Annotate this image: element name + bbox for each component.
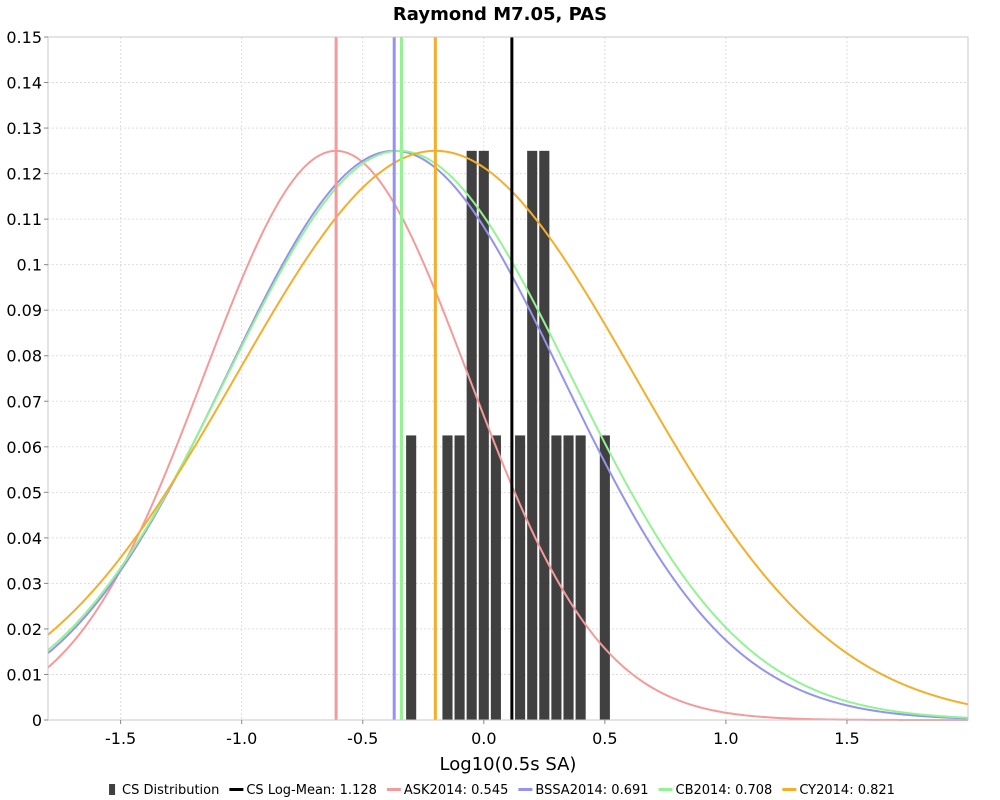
histogram-bar: [478, 150, 489, 721]
histogram-bar: [515, 435, 526, 720]
x-tick-label: 0.5: [592, 729, 617, 748]
histogram-bar: [490, 435, 501, 720]
histogram-bar: [575, 435, 586, 720]
y-tick-label: 0.02: [6, 620, 42, 639]
legend-item-ask2014: ASK2014: 0.545: [386, 783, 508, 798]
legend-label: ASK2014: 0.545: [404, 783, 508, 798]
y-tick-label: 0: [32, 711, 42, 730]
legend-item-cb2014: CB2014: 0.708: [658, 783, 773, 798]
legend: CS Distribution CS Log-Mean: 1.128 ASK2014…: [109, 783, 895, 798]
histogram-bar: [466, 150, 477, 721]
y-tick-label: 0.05: [6, 483, 42, 502]
y-tick-label: 0.14: [6, 74, 42, 93]
plot-area: [48, 37, 968, 720]
y-tick-label: 0.06: [6, 438, 42, 457]
y-tick-label: 0.07: [6, 392, 42, 411]
x-tick-label: -1.5: [105, 729, 136, 748]
ask2014-curve: [47, 149, 968, 721]
histogram-bar: [406, 435, 417, 720]
histogram-bar: [539, 150, 550, 721]
x-tick-label: 0.0: [471, 729, 496, 748]
y-tick-label: 0.12: [6, 165, 42, 184]
y-tick-label: 0.11: [6, 210, 42, 229]
legend-item-cs-distribution: CS Distribution: [109, 783, 219, 798]
legend-item-cs-log-mean: CS Log-Mean: 1.128: [229, 783, 377, 798]
legend-label: CS Distribution: [122, 783, 219, 798]
x-tick-label: 1.0: [713, 729, 738, 748]
legend-label: CB2014: 0.708: [676, 783, 773, 798]
y-tick-label: 0.15: [6, 28, 42, 47]
histogram-bar: [563, 435, 574, 720]
x-tick-label: -0.5: [347, 729, 378, 748]
histogram-bar: [599, 435, 610, 720]
y-tick-label: 0.08: [6, 347, 42, 366]
vertical-lines: [334, 37, 514, 720]
chart-title: Raymond M7.05, PAS: [393, 4, 607, 25]
x-axis-label: Log10(0.5s SA): [440, 754, 577, 775]
histogram-bar: [454, 435, 465, 720]
plot-border: [47, 36, 969, 721]
legend-swatch: [109, 784, 116, 795]
y-tick-label: 0.1: [17, 256, 42, 275]
x-tick-label: -1.0: [226, 729, 257, 748]
legend-item-bssa2014: BSSA2014: 0.691: [518, 783, 649, 798]
legend-item-cy2014: CY2014: 0.821: [782, 783, 895, 798]
cb2014-curve: [47, 149, 969, 719]
y-tick-label: 0.04: [6, 529, 42, 548]
y-tick-label: 0.09: [6, 301, 42, 320]
histogram-bar: [527, 150, 538, 721]
x-axis-ticks: -1.5 -1.0 -0.5 0.0 0.5 1.0 1.5: [105, 720, 860, 748]
histogram-bars: [406, 150, 610, 721]
legend-label: BSSA2014: 0.691: [535, 783, 648, 798]
cy2014-curve: [47, 149, 969, 706]
y-tick-label: 0.13: [6, 119, 42, 138]
legend-label: CS Log-Mean: 1.128: [246, 783, 377, 798]
y-tick-label: 0.01: [6, 665, 42, 684]
y-tick-label: 0.03: [6, 574, 42, 593]
y-axis-ticks: 0 0.01 0.02 0.03 0.04 0.05 0.06 0.07 0.08 0.09 0.1…: [6, 28, 48, 730]
distribution-curves: [47, 149, 969, 721]
histogram-bar: [442, 435, 453, 720]
legend-label: CY2014: 0.821: [799, 783, 895, 798]
x-tick-label: 1.5: [834, 729, 859, 748]
